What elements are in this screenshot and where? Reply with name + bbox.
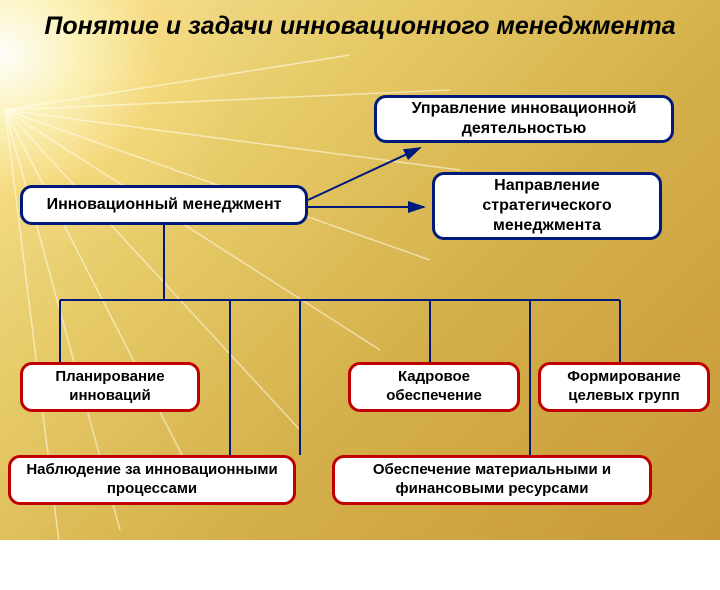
diagram-title: Понятие и задачи инновационного менеджме… [0, 12, 720, 41]
node-resources: Обеспечение материальными и финансовыми … [332, 455, 652, 505]
node-target-groups: Формирование целевых групп [538, 362, 710, 412]
node-text: Направление стратегического менеджмента [445, 176, 649, 236]
node-text: Управление инновационной деятельностью [387, 99, 661, 139]
node-text: Планирование инноваций [33, 368, 187, 406]
node-staffing: Кадровое обеспечение [348, 362, 520, 412]
node-strategic-direction: Направление стратегического менеджмента [432, 172, 662, 240]
node-planning: Планирование инноваций [20, 362, 200, 412]
node-innovation-management: Инновационный менеджмент [20, 185, 308, 225]
node-text: Кадровое обеспечение [361, 368, 507, 406]
node-observation: Наблюдение за инновационными процессами [8, 455, 296, 505]
node-text: Инновационный менеджмент [47, 195, 282, 215]
node-text: Наблюдение за инновационными процессами [21, 461, 283, 499]
node-text: Формирование целевых групп [551, 368, 697, 406]
node-text: Обеспечение материальными и финансовыми … [345, 461, 639, 499]
node-management-activity: Управление инновационной деятельностью [374, 95, 674, 143]
